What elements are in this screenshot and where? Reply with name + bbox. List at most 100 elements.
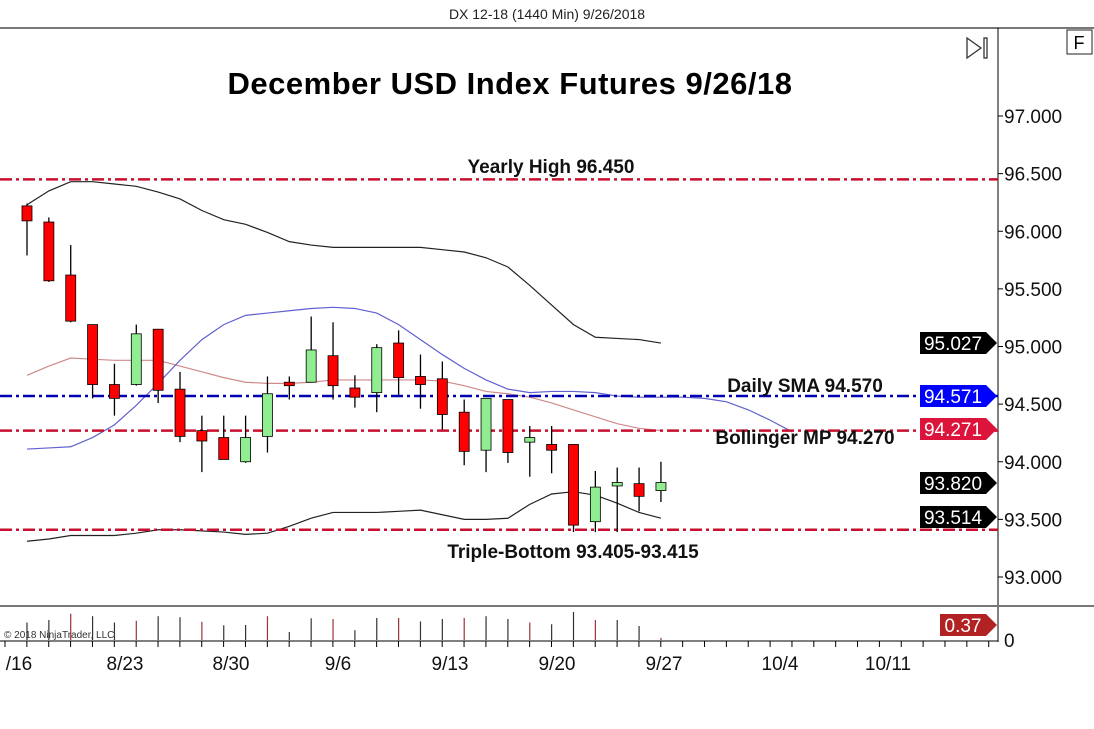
- candle: [524, 426, 536, 477]
- candle: [240, 415, 252, 463]
- price-tag-shape: [920, 418, 997, 440]
- candle-body: [196, 430, 208, 442]
- candle-body: [436, 378, 448, 415]
- copyright: © 2018 NinjaTrader, LLC: [4, 630, 114, 641]
- x-tick-label: 9/27: [646, 654, 683, 675]
- price-tag: 94.271: [920, 418, 997, 441]
- candle: [87, 324, 98, 399]
- candle-body: [87, 324, 98, 385]
- x-tick-label: 9/6: [325, 654, 351, 675]
- price-tag-text: 93.514: [924, 508, 983, 529]
- scroll-to-end-icon[interactable]: [966, 36, 988, 60]
- price-tag-shape: [920, 332, 997, 354]
- candle: [196, 415, 208, 473]
- candle: [65, 245, 77, 323]
- candle-body: [568, 444, 579, 526]
- x-tick-label: 8/30: [213, 654, 250, 675]
- y-tick-label: 94.000: [1004, 453, 1062, 474]
- candle-body: [371, 347, 383, 393]
- price-tag-shape: [940, 614, 997, 636]
- y-tick-label: 95.000: [1004, 338, 1062, 359]
- candle-body: [43, 221, 55, 282]
- candle-body: [415, 376, 426, 385]
- price-tag-text: 95.027: [924, 334, 982, 355]
- f-button-label: F: [1074, 33, 1085, 53]
- candle-body: [480, 397, 492, 451]
- candle-body: [109, 384, 120, 399]
- candle: [568, 444, 579, 533]
- y-tick-label: 93.500: [1004, 510, 1062, 531]
- volume-tag: 0.37: [940, 614, 997, 637]
- price-tag-text: 0.37: [945, 616, 982, 637]
- candle: [305, 316, 317, 383]
- candle: [589, 470, 601, 533]
- price-tag-text: 94.571: [924, 387, 982, 408]
- x-tick-label: /16: [6, 654, 32, 675]
- y-tick-label: 95.500: [1004, 280, 1062, 301]
- candle-body: [458, 411, 470, 452]
- candle-body: [611, 482, 623, 487]
- candle: [21, 203, 33, 256]
- level-annotation: Daily SMA 94.570: [727, 376, 883, 397]
- price-tag-shape: [920, 385, 997, 407]
- candle-body: [349, 387, 361, 398]
- candle: [480, 397, 492, 473]
- candle: [415, 354, 426, 409]
- candle-body: [65, 274, 77, 322]
- candle: [262, 376, 273, 453]
- candle: [633, 467, 645, 512]
- y-tick-label: 96.500: [1004, 165, 1062, 186]
- candle: [393, 330, 405, 395]
- y-tick-label: 94.500: [1004, 395, 1062, 416]
- price-tag-shape: [920, 506, 997, 528]
- x-tick-label: 10/11: [865, 654, 911, 675]
- candle: [43, 217, 55, 282]
- candle: [502, 399, 514, 463]
- level-annotation: Triple-Bottom 93.405-93.415: [447, 542, 699, 563]
- x-tick-label: 10/4: [762, 654, 799, 675]
- candle-body: [524, 437, 536, 443]
- candle: [174, 371, 186, 443]
- candle: [436, 361, 448, 430]
- candle: [218, 415, 230, 460]
- candle-body: [152, 328, 164, 391]
- candle-body: [283, 381, 295, 387]
- price-tag-text: 93.820: [924, 474, 982, 495]
- middle-bollinger-band: [26, 357, 662, 432]
- candle-body: [633, 483, 645, 497]
- level-annotation: Bollinger MP 94.270: [715, 428, 894, 449]
- x-tick-label: 9/13: [432, 654, 469, 675]
- candle: [152, 328, 164, 403]
- candle-body: [546, 444, 558, 451]
- price-tag: 93.820: [920, 472, 997, 495]
- f-button[interactable]: F: [1066, 29, 1093, 55]
- candle-body: [130, 333, 142, 385]
- lower-bollinger-band: [26, 491, 662, 542]
- candle-body: [305, 349, 317, 383]
- y-tick-label: 96.000: [1004, 222, 1062, 243]
- blue-indicator-line: [26, 306, 793, 450]
- candle: [130, 324, 142, 386]
- candle: [655, 461, 667, 503]
- candle-body: [655, 482, 667, 491]
- candle: [327, 322, 339, 400]
- candle-body: [327, 355, 339, 387]
- candle-body: [502, 399, 514, 453]
- candle-body: [393, 342, 405, 379]
- candle: [458, 399, 470, 466]
- candle: [283, 376, 295, 400]
- candle-body: [589, 486, 601, 523]
- candle-body: [240, 437, 252, 463]
- x-tick-label: 9/20: [539, 654, 576, 675]
- window-title: DX 12-18 (1440 Min) 9/26/2018: [449, 6, 645, 22]
- candle-body: [218, 437, 230, 460]
- price-tag: 94.571: [920, 385, 997, 408]
- candle: [349, 375, 361, 408]
- upper-bollinger-band: [26, 181, 662, 344]
- price-tag: 95.027: [920, 332, 997, 355]
- chart-title: December USD Index Futures 9/26/18: [228, 66, 793, 101]
- candle-body: [21, 205, 33, 222]
- level-annotation: Yearly High 96.450: [468, 157, 635, 178]
- candle-body: [262, 393, 273, 437]
